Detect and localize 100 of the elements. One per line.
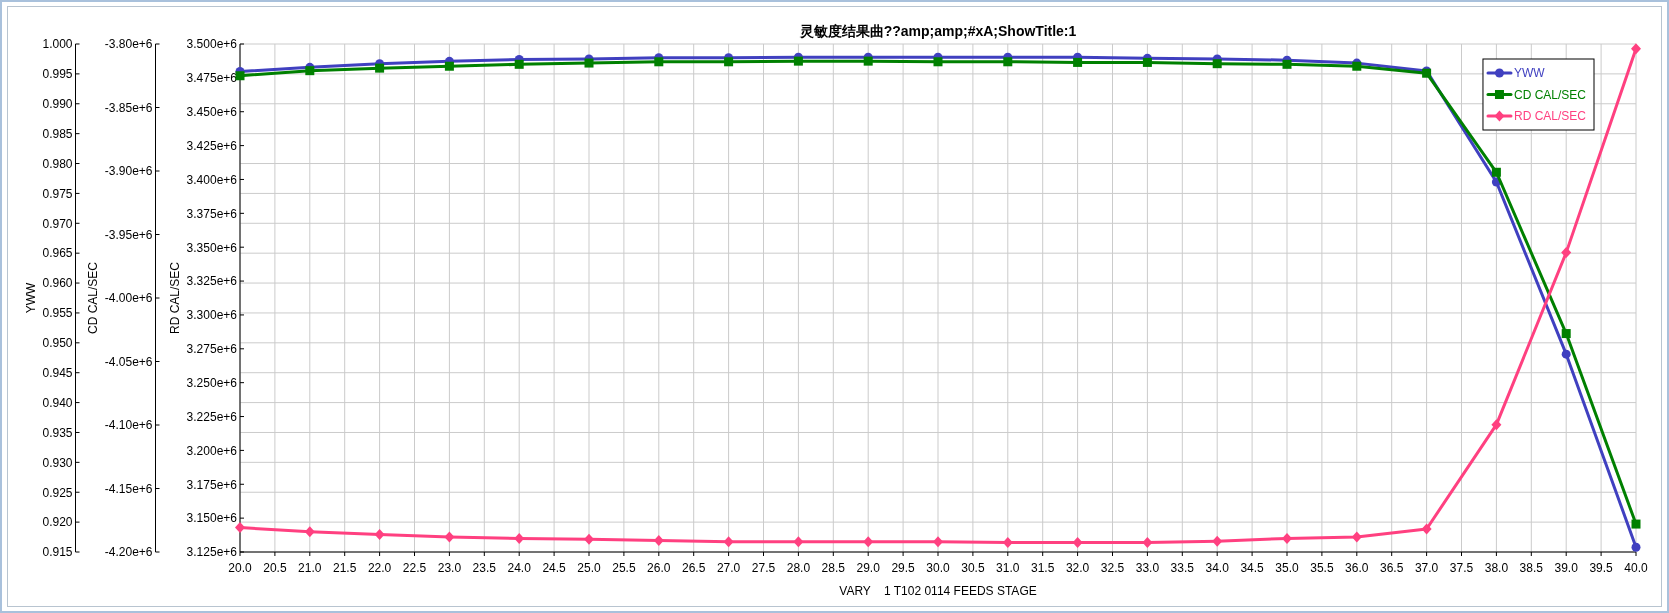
x-tick-label: 33.5 (1170, 561, 1195, 575)
x-tick-label: 21.5 (333, 561, 357, 575)
point (933, 57, 943, 67)
x-tick-label: 32.0 (1065, 561, 1090, 575)
point (793, 56, 803, 66)
x-tick-label: 37.0 (1414, 561, 1439, 575)
y3-tick-label: 3.500e+6 (186, 37, 238, 52)
point (514, 59, 524, 69)
x-tick-label: 25.5 (612, 561, 636, 575)
point (793, 536, 804, 548)
y3-tick-label: 3.250e+6 (186, 375, 238, 390)
y-tick-label: 0.915 (42, 545, 73, 560)
point (1073, 57, 1083, 67)
point (1491, 167, 1501, 177)
point (724, 57, 734, 67)
x-tick-label: 34.5 (1240, 561, 1265, 575)
y3-tick-label: 3.375e+6 (186, 206, 238, 221)
point (1282, 532, 1292, 544)
y2-tick-label: -3.85e+6 (104, 100, 153, 115)
y-tick-label: 0.955 (42, 306, 73, 321)
y-tick-label: 0.940 (42, 395, 73, 410)
y-tick-label: 0.950 (42, 336, 73, 351)
x-tick-label: 26.5 (682, 561, 706, 575)
chart-title: 灵敏度结果曲??amp;amp;#xA;ShowTitle:1 (798, 23, 1077, 39)
y3-tick-label: 3.150e+6 (186, 511, 238, 526)
x-tick-label: 24.0 (507, 561, 532, 575)
y-tick-label: 0.960 (42, 276, 73, 291)
y3-tick-label: 3.300e+6 (186, 308, 238, 323)
point (1142, 537, 1153, 549)
y-tick-label: 0.925 (42, 485, 73, 500)
point (1003, 57, 1013, 67)
y-axis-title: YWW (23, 282, 38, 314)
y3-tick-label: 3.425e+6 (186, 138, 238, 153)
x-tick-label: 28.5 (821, 561, 846, 575)
x-tick-label: 38.0 (1484, 561, 1509, 575)
point (1212, 535, 1223, 547)
point (444, 61, 454, 71)
y3-tick-label: 3.125e+6 (186, 545, 238, 560)
point (584, 58, 594, 68)
x-tick-label: 31.0 (996, 561, 1020, 575)
point (654, 57, 664, 67)
y-tick-label: 0.930 (42, 455, 73, 470)
x-tick-label: 35.0 (1275, 561, 1299, 575)
y-tick-label: 0.985 (42, 126, 73, 141)
x-tick-label: 30.5 (961, 561, 985, 575)
point (1212, 59, 1222, 69)
y-tick-label: 0.920 (42, 515, 73, 530)
y-tick-label: 0.990 (42, 97, 73, 112)
y3-tick-label: 3.200e+6 (186, 443, 238, 458)
x-tick-label: 26.0 (647, 561, 671, 575)
x-tick-label: 20.5 (263, 561, 287, 575)
point (375, 63, 385, 73)
x-tick-label: 36.0 (1345, 561, 1369, 575)
y2-axis-title: CD CAL/SEC (86, 261, 101, 335)
x-axis-title: VARY 1 T102 0114 FEEDS STAGE (839, 584, 1037, 598)
y3-tick-label: 3.400e+6 (186, 172, 238, 187)
y-tick-label: 0.965 (42, 246, 73, 261)
y2-tick-label: -4.10e+6 (104, 418, 153, 433)
y2-tick-label: -4.05e+6 (104, 354, 153, 369)
point (1282, 59, 1292, 69)
y-tick-label: 0.980 (42, 156, 73, 171)
x-tick-label: 38.5 (1519, 561, 1544, 575)
legend-label: CD CAL/SEC (1513, 87, 1587, 102)
point (1631, 519, 1641, 529)
y-tick-label: 0.935 (42, 425, 73, 440)
y3-tick-label: 3.225e+6 (186, 409, 238, 424)
y-tick-label: 0.995 (42, 67, 73, 82)
x-tick-label: 40.0 (1624, 561, 1648, 575)
y2-tick-label: -4.00e+6 (104, 291, 153, 306)
x-tick-label: 39.5 (1589, 561, 1614, 575)
point (1351, 531, 1362, 543)
point (933, 536, 943, 548)
x-tick-label: 28.0 (786, 561, 811, 575)
x-tick-label: 23.5 (472, 561, 497, 575)
x-tick-label: 20.0 (228, 561, 252, 575)
y3-axis-title: RD CAL/SEC (167, 261, 182, 335)
x-tick-label: 29.0 (856, 561, 881, 575)
y3-tick-label: 3.325e+6 (186, 274, 238, 289)
x-tick-label: 34.0 (1205, 561, 1230, 575)
legend-label: RD CAL/SEC (1513, 109, 1587, 124)
y2-tick-label: -3.90e+6 (104, 164, 153, 179)
x-tick-label: 32.5 (1100, 561, 1125, 575)
point (723, 536, 734, 548)
x-tick-label: 22.0 (367, 561, 392, 575)
y2-tick-label: -4.20e+6 (104, 545, 153, 560)
y2-tick-label: -3.95e+6 (104, 227, 153, 242)
point (374, 528, 385, 540)
point (1561, 349, 1571, 359)
y-tick-label: 0.945 (42, 366, 73, 381)
point (305, 66, 315, 76)
x-tick-label: 33.0 (1135, 561, 1160, 575)
point (584, 533, 594, 545)
x-tick-label: 37.5 (1449, 561, 1474, 575)
point (1631, 43, 1641, 55)
point (444, 531, 455, 543)
y2-tick-label: -3.80e+6 (104, 37, 153, 52)
x-tick-label: 29.5 (891, 561, 916, 575)
point (1561, 247, 1572, 259)
point (235, 71, 245, 81)
y3-tick-label: 3.350e+6 (186, 240, 238, 255)
